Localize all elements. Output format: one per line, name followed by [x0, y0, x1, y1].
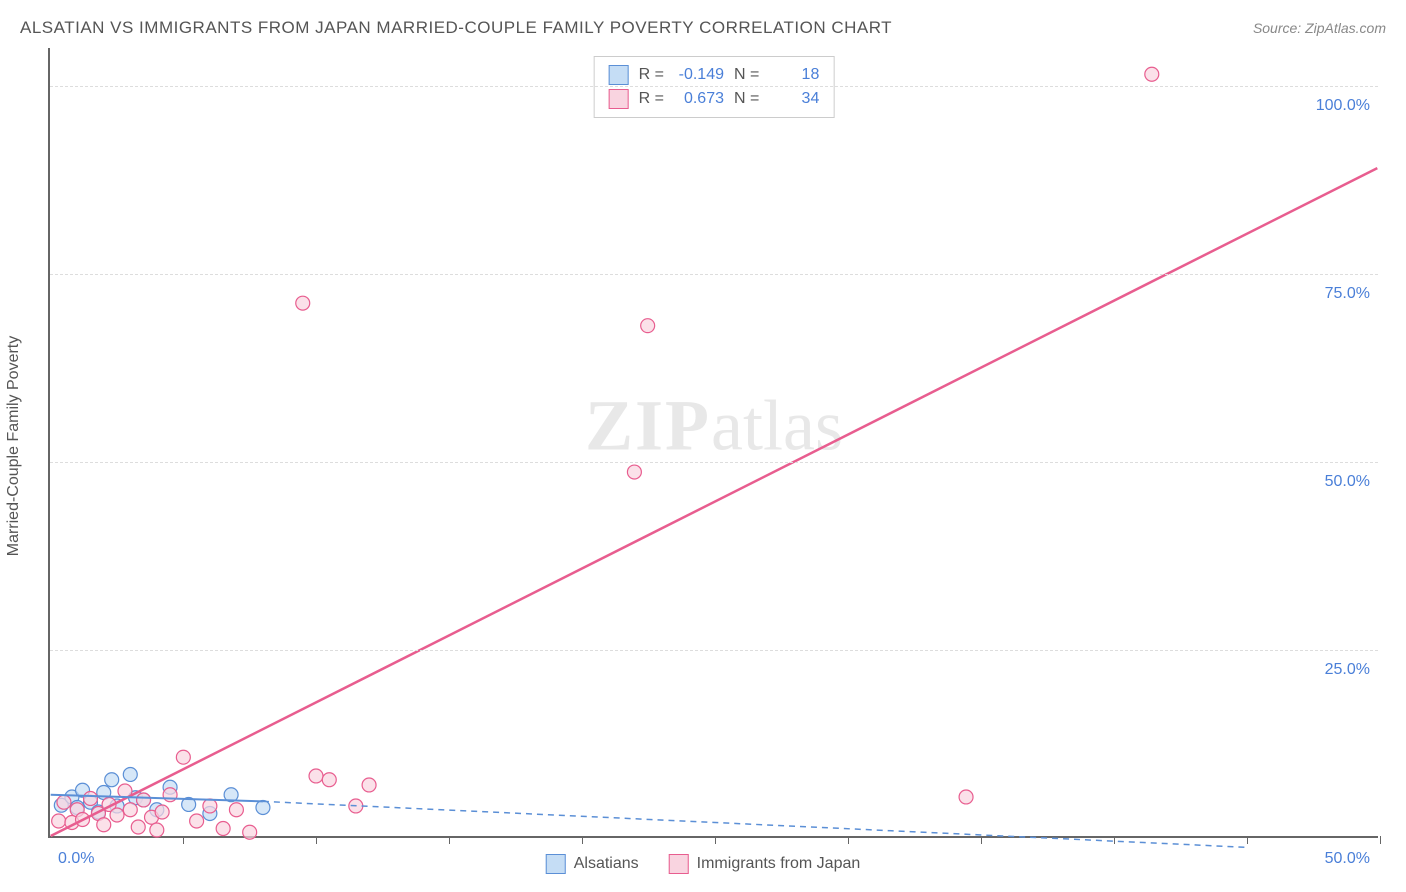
- legend-n-label: N =: [734, 66, 759, 84]
- scatter-point: [97, 818, 111, 832]
- y-tick-label: 75.0%: [1325, 285, 1370, 303]
- y-axis-label: Married-Couple Family Poverty: [5, 336, 23, 557]
- legend-r-value: 0.673: [674, 90, 724, 108]
- scatter-point: [362, 778, 376, 792]
- x-tick: [316, 836, 317, 844]
- scatter-point: [123, 803, 137, 817]
- scatter-point: [110, 808, 124, 822]
- y-tick-label: 25.0%: [1325, 661, 1370, 679]
- gridline: [50, 86, 1378, 87]
- scatter-point: [155, 805, 169, 819]
- scatter-point: [322, 773, 336, 787]
- chart-title: ALSATIAN VS IMMIGRANTS FROM JAPAN MARRIE…: [20, 18, 892, 38]
- gridline: [50, 274, 1378, 275]
- scatter-point: [190, 814, 204, 828]
- scatter-point: [627, 465, 641, 479]
- legend-label: Immigrants from Japan: [697, 855, 861, 873]
- chart-header: ALSATIAN VS IMMIGRANTS FROM JAPAN MARRIE…: [20, 18, 1386, 38]
- scatter-point: [229, 803, 243, 817]
- scatter-point: [150, 823, 164, 837]
- legend-n-label: N =: [734, 90, 759, 108]
- x-tick: [1114, 836, 1115, 844]
- x-tick: [1247, 836, 1248, 844]
- x-label-left: 0.0%: [58, 850, 94, 868]
- legend-r-label: R =: [639, 66, 664, 84]
- x-tick: [715, 836, 716, 844]
- x-label-right: 50.0%: [1325, 850, 1370, 868]
- x-tick: [582, 836, 583, 844]
- scatter-point: [57, 795, 71, 809]
- legend-r-value: -0.149: [674, 66, 724, 84]
- legend-swatch-pink: [609, 89, 629, 109]
- legend-label: Alsatians: [574, 855, 639, 873]
- y-tick-label: 100.0%: [1316, 97, 1370, 115]
- chart-svg: [50, 48, 1378, 836]
- scatter-point: [309, 769, 323, 783]
- scatter-point: [52, 814, 66, 828]
- x-tick: [449, 836, 450, 844]
- scatter-point: [243, 825, 257, 839]
- legend-item: Alsatians: [546, 854, 639, 874]
- scatter-point: [203, 799, 217, 813]
- legend-n-value: 18: [769, 66, 819, 84]
- gridline: [50, 462, 1378, 463]
- scatter-point: [84, 791, 98, 805]
- regression-line-blue-dashed: [263, 801, 1245, 847]
- legend-swatch-blue: [546, 854, 566, 874]
- x-tick: [981, 836, 982, 844]
- scatter-point: [176, 750, 190, 764]
- legend-r-label: R =: [639, 90, 664, 108]
- legend-row: R = 0.673 N = 34: [609, 87, 820, 111]
- scatter-point: [296, 296, 310, 310]
- legend-n-value: 34: [769, 90, 819, 108]
- plot-area: ZIPatlas R = -0.149 N = 18 R = 0.673 N =…: [48, 48, 1378, 838]
- scatter-point: [1145, 67, 1159, 81]
- scatter-point: [123, 767, 137, 781]
- chart-source: Source: ZipAtlas.com: [1253, 20, 1386, 36]
- scatter-point: [256, 800, 270, 814]
- x-tick: [848, 836, 849, 844]
- regression-line-pink: [51, 168, 1378, 836]
- legend-row: R = -0.149 N = 18: [609, 63, 820, 87]
- scatter-point: [131, 820, 145, 834]
- y-tick-label: 50.0%: [1325, 473, 1370, 491]
- x-tick: [1380, 836, 1381, 844]
- legend-item: Immigrants from Japan: [669, 854, 861, 874]
- legend-swatch-blue: [609, 65, 629, 85]
- scatter-point: [105, 773, 119, 787]
- x-tick: [183, 836, 184, 844]
- scatter-point: [959, 790, 973, 804]
- legend-series: Alsatians Immigrants from Japan: [546, 854, 861, 874]
- scatter-point: [216, 822, 230, 836]
- scatter-point: [137, 793, 151, 807]
- gridline: [50, 650, 1378, 651]
- legend-correlation: R = -0.149 N = 18 R = 0.673 N = 34: [594, 56, 835, 118]
- scatter-point: [641, 319, 655, 333]
- legend-swatch-pink: [669, 854, 689, 874]
